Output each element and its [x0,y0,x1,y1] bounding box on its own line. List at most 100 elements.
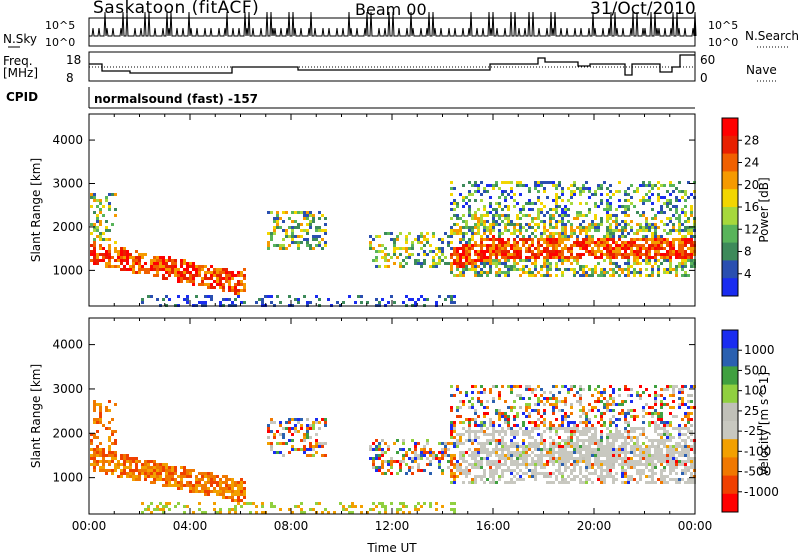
heatmap-cell [237,484,240,487]
heatmap-cell [561,223,564,226]
heatmap-cell [417,508,420,511]
heatmap-cell [183,475,186,478]
heatmap-cell [606,247,609,250]
heatmap-cell [516,241,519,244]
heatmap-cell [621,460,624,463]
heatmap-cell [495,466,498,469]
heatmap-cell [552,394,555,397]
heatmap-cell [528,433,531,436]
heatmap-cell [138,472,141,475]
heatmap-cell [621,400,624,403]
heatmap-cell [690,445,693,448]
heatmap-cell [672,223,675,226]
heatmap-cell [93,448,96,451]
heatmap-cell [468,229,471,232]
heatmap-cell [198,490,201,493]
heatmap-cell [627,193,630,196]
heatmap-cell [483,214,486,217]
heatmap-cell [582,244,585,247]
heatmap-cell [135,271,138,274]
heatmap-cell [666,463,669,466]
heatmap-cell [609,430,612,433]
heatmap-cell [381,256,384,259]
heatmap-cell [189,472,192,475]
heatmap-cell [630,250,633,253]
heatmap-cell [672,457,675,460]
heatmap-cell [537,445,540,448]
heatmap-cell [453,199,456,202]
heatmap-cell [132,469,135,472]
heatmap-cell [588,226,591,229]
nsky-tick-top: 10^5 [45,19,76,32]
heatmap-cell [633,268,636,271]
heatmap-cell [480,199,483,202]
heatmap-cell [351,505,354,508]
heatmap-cell [531,427,534,430]
heatmap-cell [501,457,504,460]
heatmap-cell [669,433,672,436]
heatmap-cell [93,229,96,232]
heatmap-cell [678,250,681,253]
heatmap-cell [630,427,633,430]
heatmap-cell [588,421,591,424]
heatmap-cell [678,442,681,445]
heatmap-cell [537,403,540,406]
heatmap-cell [678,451,681,454]
heatmap-cell [312,424,315,427]
heatmap-cell [690,238,693,241]
heatmap-cell [480,478,483,481]
heatmap-cell [312,427,315,430]
heatmap-cell [522,457,525,460]
heatmap-cell [537,409,540,412]
heatmap-cell [585,238,588,241]
heatmap-cell [462,451,465,454]
heatmap-cell [531,430,534,433]
heatmap-cell [558,235,561,238]
heatmap-cell [666,460,669,463]
heatmap-cell [108,244,111,247]
heatmap-cell [573,457,576,460]
heatmap-cell [600,463,603,466]
heatmap-cell [453,475,456,478]
heatmap-cell [483,253,486,256]
heatmap-cell [657,427,660,430]
heatmap-cell [240,481,243,484]
heatmap-cell [519,184,522,187]
heatmap-cell [603,454,606,457]
heatmap-cell [381,451,384,454]
heatmap-cell [546,211,549,214]
heatmap-cell [570,229,573,232]
heatmap-cell [168,274,171,277]
heatmap-cell [570,463,573,466]
heatmap-cell [627,274,630,277]
heatmap-cell [624,220,627,223]
heatmap-cell [609,256,612,259]
heatmap-cell [459,457,462,460]
heatmap-cell [546,241,549,244]
heatmap-cell [480,259,483,262]
heatmap-cell [315,421,318,424]
heatmap-cell [609,436,612,439]
heatmap-cell [165,295,168,298]
heatmap-cell [411,451,414,454]
nsearch-tick-top: 10^5 [708,19,739,32]
heatmap-cell [462,214,465,217]
heatmap-cell [456,442,459,445]
heatmap-cell [195,484,198,487]
heatmap-cell [588,445,591,448]
x-tick-label: 12:00 [375,519,410,533]
heatmap-cell [663,457,666,460]
heatmap-cell [678,238,681,241]
heatmap-cell [507,385,510,388]
heatmap-cell [558,469,561,472]
heatmap-cell [552,214,555,217]
heatmap-cell [654,412,657,415]
heatmap-cell [522,271,525,274]
heatmap-cell [600,475,603,478]
heatmap-cell [672,391,675,394]
heatmap-cell [276,223,279,226]
heatmap-cell [516,256,519,259]
heatmap-cell [540,466,543,469]
heatmap-cell [318,244,321,247]
heatmap-cell [459,439,462,442]
